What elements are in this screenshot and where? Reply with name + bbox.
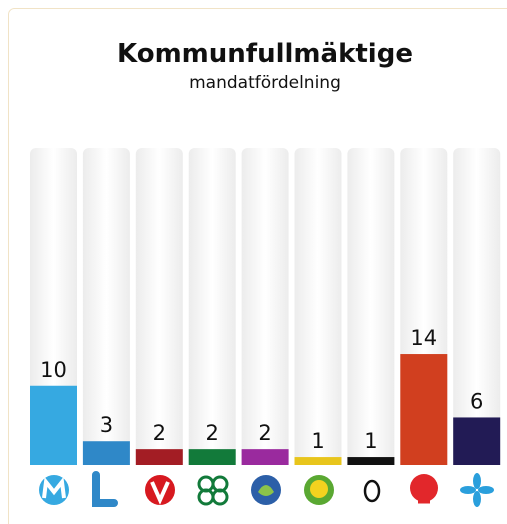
bar-track: [241, 148, 289, 465]
logo-s: [410, 474, 438, 502]
value-label: 2: [153, 421, 166, 445]
logo-m-glyph: [42, 477, 66, 499]
chart-title: Kommunfullmäktige: [117, 39, 413, 69]
value-label: 1: [364, 429, 377, 453]
bar-track: [347, 148, 395, 465]
bar: [453, 417, 501, 465]
bar: [400, 354, 448, 465]
bar: [82, 441, 130, 465]
bar-track: [82, 148, 130, 465]
value-label: 2: [258, 421, 271, 445]
value-label: 10: [40, 358, 67, 382]
logo-sd: [460, 473, 494, 507]
logo-mp-sun: [310, 480, 328, 498]
logo-o: [363, 479, 381, 503]
logo-kd-flower: [258, 485, 274, 496]
bar: [241, 449, 289, 465]
value-label: 14: [410, 326, 437, 350]
bar-track: [294, 148, 342, 465]
chart-subtitle: mandatfördelning: [189, 73, 341, 93]
bar: [294, 457, 342, 465]
party-logos: [39, 471, 494, 507]
logo-c: [197, 475, 229, 506]
value-label: 6: [470, 389, 483, 413]
bar: [135, 449, 183, 465]
logo-l: [92, 471, 118, 507]
bar: [347, 457, 395, 465]
bar-track: [135, 148, 183, 465]
value-label: 3: [100, 413, 113, 437]
value-label: 1: [311, 429, 324, 453]
bar: [30, 385, 77, 465]
bar-track: [453, 148, 501, 465]
bar-track: [188, 148, 236, 465]
logo-v-glyph: [150, 481, 170, 505]
value-label: 2: [206, 421, 219, 445]
bar: [188, 449, 236, 465]
